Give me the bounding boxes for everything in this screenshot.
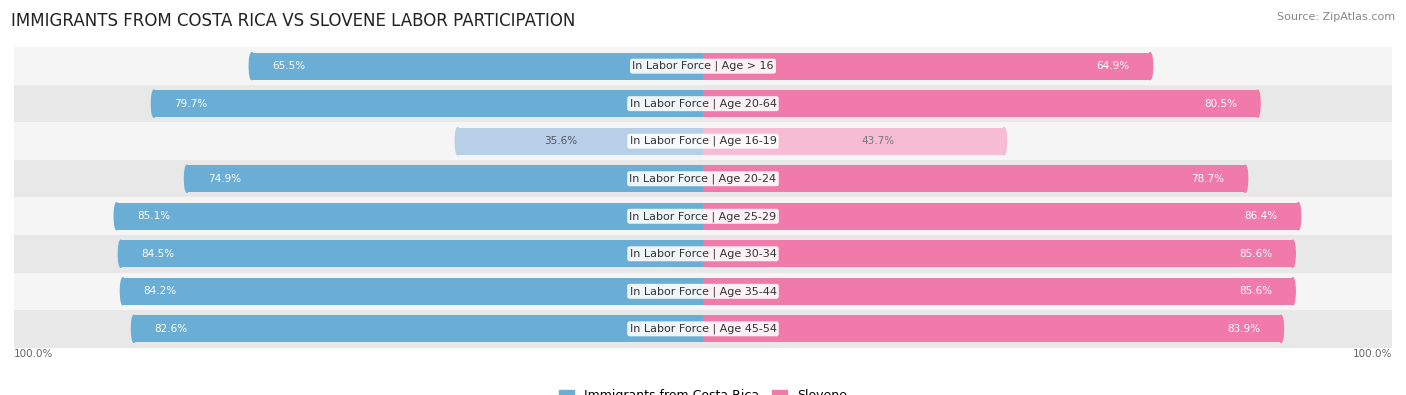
Circle shape [1001,128,1007,155]
Legend: Immigrants from Costa Rica, Slovene: Immigrants from Costa Rica, Slovene [554,384,852,395]
Bar [703,165,1246,192]
Text: 35.6%: 35.6% [544,136,578,146]
Bar [14,85,1392,122]
Circle shape [131,315,136,342]
Text: IMMIGRANTS FROM COSTA RICA VS SLOVENE LABOR PARTICIPATION: IMMIGRANTS FROM COSTA RICA VS SLOVENE LA… [11,12,575,30]
Bar [703,315,1281,342]
Circle shape [184,165,190,192]
Text: In Labor Force | Age 25-29: In Labor Force | Age 25-29 [630,211,776,222]
Text: 84.2%: 84.2% [143,286,177,296]
Bar [14,47,1392,85]
Circle shape [1291,278,1295,305]
Bar [14,310,1392,348]
Text: 85.1%: 85.1% [138,211,170,221]
Bar [14,235,1392,273]
Text: 80.5%: 80.5% [1204,99,1237,109]
Circle shape [121,278,125,305]
Text: Source: ZipAtlas.com: Source: ZipAtlas.com [1277,12,1395,22]
Bar [252,53,703,80]
Bar [187,165,703,192]
Text: In Labor Force | Age 45-54: In Labor Force | Age 45-54 [630,324,776,334]
Circle shape [114,203,120,230]
Text: 83.9%: 83.9% [1227,324,1260,334]
Text: 86.4%: 86.4% [1244,211,1278,221]
Bar [14,273,1392,310]
Text: 84.5%: 84.5% [142,249,174,259]
Bar [122,278,703,305]
Text: 43.7%: 43.7% [860,136,894,146]
Circle shape [118,240,124,267]
Text: 100.0%: 100.0% [14,350,53,359]
Text: In Labor Force | Age > 16: In Labor Force | Age > 16 [633,61,773,71]
Bar [703,203,1298,230]
Text: 85.6%: 85.6% [1239,249,1272,259]
Bar [153,90,703,117]
Bar [703,53,1150,80]
Text: In Labor Force | Age 16-19: In Labor Force | Age 16-19 [630,136,776,147]
Bar [117,203,703,230]
Circle shape [152,90,156,117]
Text: 74.9%: 74.9% [208,174,240,184]
Text: 64.9%: 64.9% [1097,61,1129,71]
Bar [703,128,1004,155]
Text: 100.0%: 100.0% [1353,350,1392,359]
Circle shape [456,128,460,155]
Circle shape [1243,165,1247,192]
Circle shape [1147,53,1153,80]
Bar [703,240,1292,267]
Bar [14,160,1392,198]
Text: 85.6%: 85.6% [1239,286,1272,296]
Circle shape [1278,315,1284,342]
Text: 78.7%: 78.7% [1191,174,1225,184]
Text: In Labor Force | Age 35-44: In Labor Force | Age 35-44 [630,286,776,297]
Text: In Labor Force | Age 20-64: In Labor Force | Age 20-64 [630,98,776,109]
Circle shape [1256,90,1260,117]
Text: 65.5%: 65.5% [273,61,305,71]
Bar [121,240,703,267]
Text: In Labor Force | Age 20-24: In Labor Force | Age 20-24 [630,173,776,184]
Bar [703,90,1257,117]
Text: In Labor Force | Age 30-34: In Labor Force | Age 30-34 [630,248,776,259]
Bar [458,128,703,155]
Circle shape [1291,240,1295,267]
Circle shape [249,53,254,80]
Bar [14,198,1392,235]
Text: 79.7%: 79.7% [174,99,208,109]
Circle shape [1296,203,1301,230]
Bar [134,315,703,342]
Bar [703,278,1292,305]
Text: 82.6%: 82.6% [155,324,188,334]
Bar [14,122,1392,160]
